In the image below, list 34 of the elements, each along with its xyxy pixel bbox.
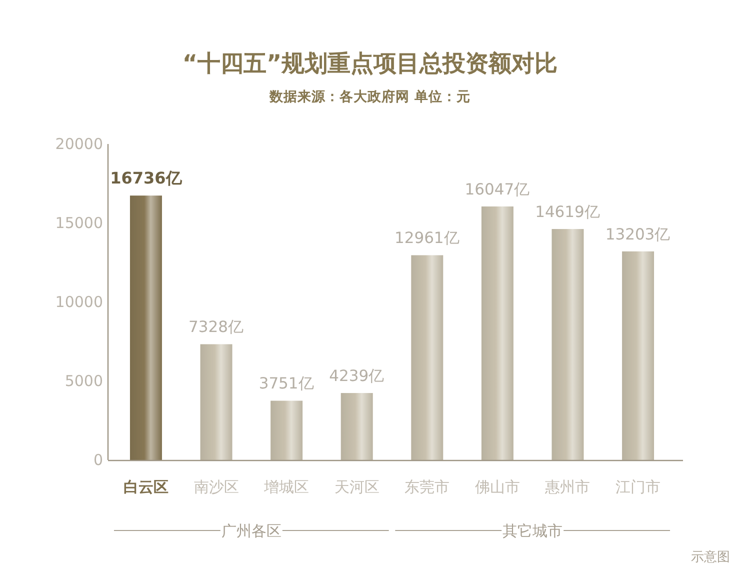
x-tick-label: 惠州市 (544, 478, 590, 496)
y-tick-label: 0 (93, 450, 103, 469)
bar (552, 229, 584, 460)
bar (340, 393, 373, 460)
bar (481, 206, 514, 460)
x-tick-label: 天河区 (334, 478, 380, 496)
data-label: 7328亿 (188, 318, 244, 336)
x-tick-label: 东莞市 (404, 478, 450, 496)
x-tick-label: 江门市 (616, 478, 661, 496)
data-label: 3751亿 (258, 374, 314, 393)
y-tick-label: 5000 (64, 372, 103, 390)
data-label: 13203亿 (605, 225, 671, 244)
y-tick-label: 20000 (55, 134, 103, 153)
data-label: 16047亿 (464, 180, 530, 198)
text: 示意图 (691, 550, 730, 565)
bar (622, 251, 654, 460)
y-tick-label: 15000 (55, 214, 103, 232)
bar (130, 196, 162, 460)
data-label: 16736亿 (110, 168, 183, 188)
text: 广州各区 (221, 522, 282, 540)
chart-title: “十四五”规划重点项目总投资额对比 (182, 51, 558, 77)
x-tick-label: 南沙区 (194, 478, 239, 496)
data-label: 14619亿 (535, 203, 600, 222)
bar (411, 255, 444, 460)
chart-subtitle: 数据来源：各大政府网 单位：元 (268, 88, 470, 105)
y-tick-label: 10000 (55, 292, 103, 311)
x-tick-label: 增城区 (263, 478, 310, 496)
data-label: 4239亿 (329, 367, 385, 386)
x-tick-label: 佛山市 (474, 478, 520, 496)
data-label: 12961亿 (394, 229, 460, 248)
text: 其它城市 (502, 522, 563, 540)
x-tick-label: 白云区 (123, 478, 168, 496)
bar (200, 344, 232, 460)
bar (270, 400, 303, 460)
